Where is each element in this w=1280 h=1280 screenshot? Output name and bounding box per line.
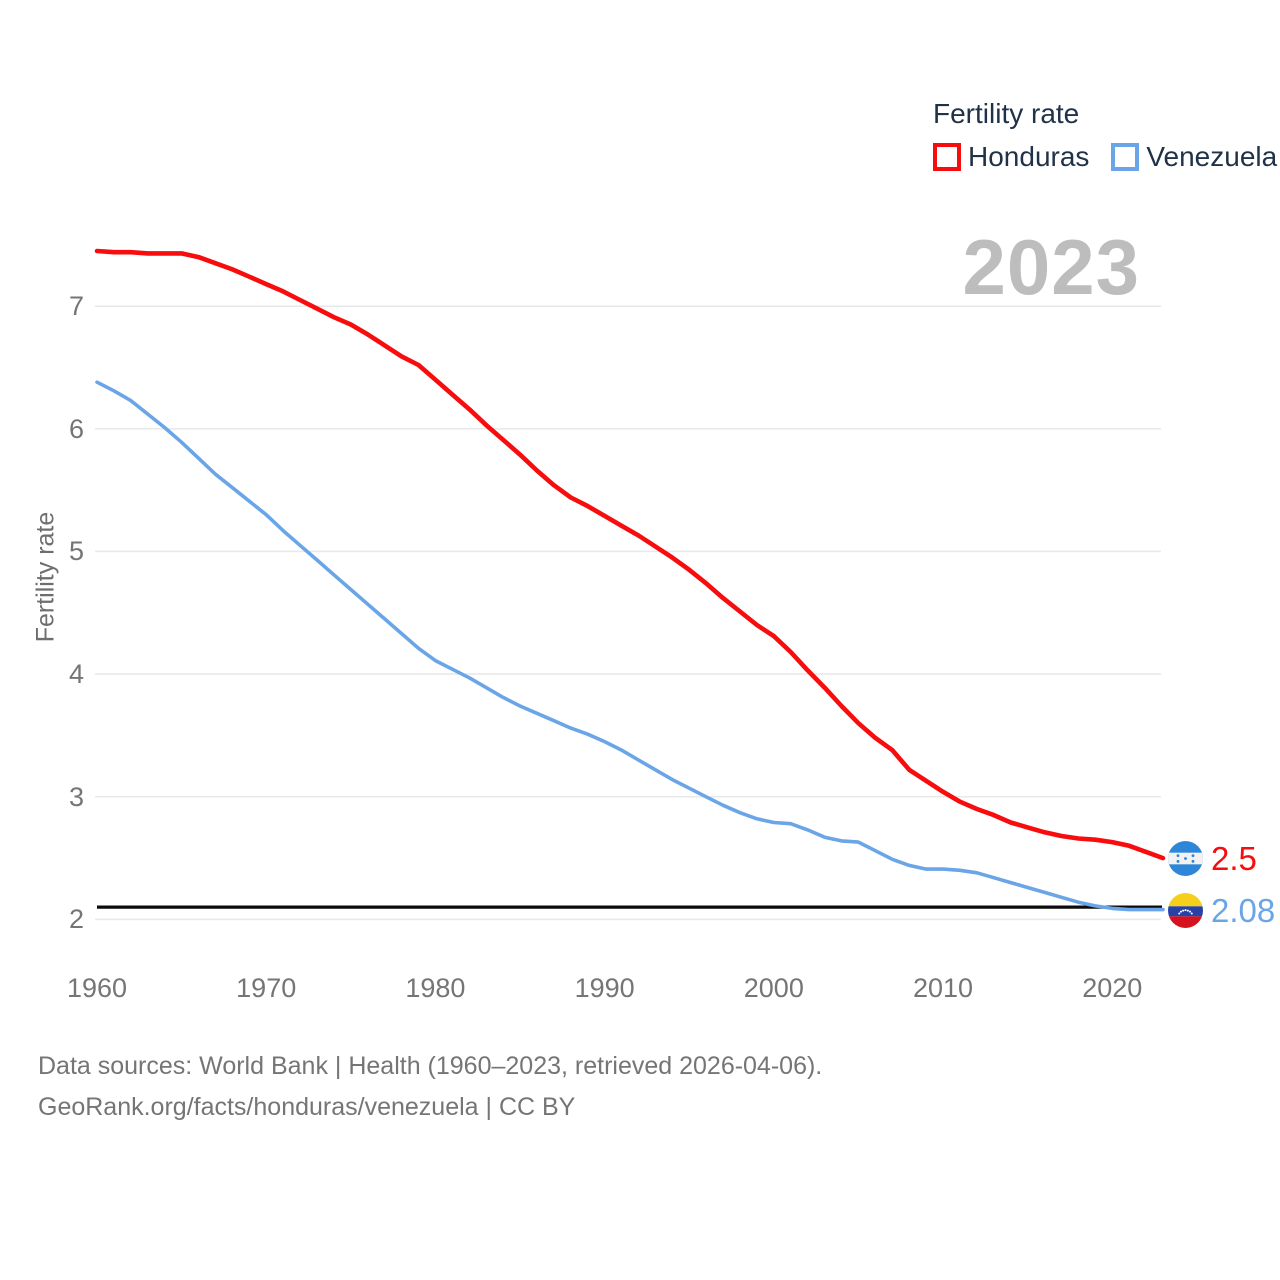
footer-data-sources: Data sources: World Bank | Health (1960–… bbox=[38, 1052, 823, 1080]
legend-entry-honduras[interactable]: Honduras bbox=[933, 140, 1090, 173]
legend-entry-venezuela[interactable]: Venezuela bbox=[1111, 140, 1278, 173]
y-tick-label-4: 4 bbox=[68, 659, 84, 690]
legend: Fertility rate Honduras Venezuela bbox=[933, 98, 1278, 173]
end-value-venezuela: 2.08 bbox=[1211, 892, 1276, 929]
end-value-honduras: 2.5 bbox=[1211, 840, 1257, 877]
x-tick-label-2010: 2010 bbox=[912, 973, 974, 1003]
honduras-swatch-icon bbox=[933, 143, 961, 172]
legend-label-venezuela: Venezuela bbox=[1146, 140, 1278, 172]
y-tick-label-7: 7 bbox=[68, 291, 84, 322]
x-tick-label-1990: 1990 bbox=[574, 973, 635, 1003]
legend-label-honduras: Honduras bbox=[968, 140, 1090, 172]
year-watermark: 2023 bbox=[962, 223, 1140, 311]
footer: Data sources: World Bank | Health (1960–… bbox=[38, 1046, 822, 1128]
x-tick-label-1970: 1970 bbox=[236, 973, 297, 1003]
y-axis-title: Fertility rate bbox=[31, 511, 60, 643]
end-label-honduras: 2.5 bbox=[1168, 841, 1257, 876]
y-tick-label-2: 2 bbox=[68, 904, 84, 935]
legend-title: Fertility rate bbox=[933, 98, 1080, 129]
x-tick-label-2020: 2020 bbox=[1082, 973, 1143, 1003]
venezuela-flag-icon bbox=[1168, 893, 1203, 928]
honduras-flag-icon bbox=[1168, 841, 1203, 876]
y-tick-label-6: 6 bbox=[68, 413, 84, 444]
y-tick-label-3: 3 bbox=[68, 781, 84, 812]
venezuela-line[interactable] bbox=[95, 380, 1165, 912]
x-tick-label-1960: 1960 bbox=[66, 973, 128, 1003]
x-tick-label-2000: 2000 bbox=[743, 973, 804, 1003]
venezuela-swatch-icon bbox=[1111, 143, 1140, 172]
end-label-venezuela: 2.08 bbox=[1168, 893, 1275, 928]
legend-row: Honduras Venezuela bbox=[933, 140, 1278, 173]
footer-attribution: GeoRank.org/facts/honduras/venezuela | C… bbox=[38, 1093, 576, 1121]
x-tick-label-1980: 1980 bbox=[405, 973, 466, 1003]
honduras-line[interactable] bbox=[94, 248, 1166, 861]
y-tick-label-5: 5 bbox=[68, 536, 84, 567]
